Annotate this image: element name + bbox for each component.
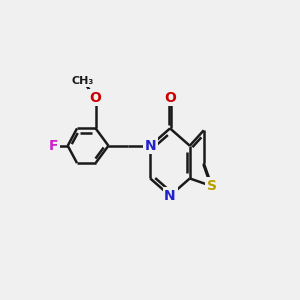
- Text: N: N: [164, 189, 176, 203]
- Text: O: O: [90, 91, 102, 105]
- Text: CH₃: CH₃: [72, 76, 94, 86]
- Text: F: F: [49, 139, 58, 153]
- Text: O: O: [164, 91, 176, 105]
- Text: N: N: [145, 139, 156, 153]
- Text: S: S: [207, 179, 217, 193]
